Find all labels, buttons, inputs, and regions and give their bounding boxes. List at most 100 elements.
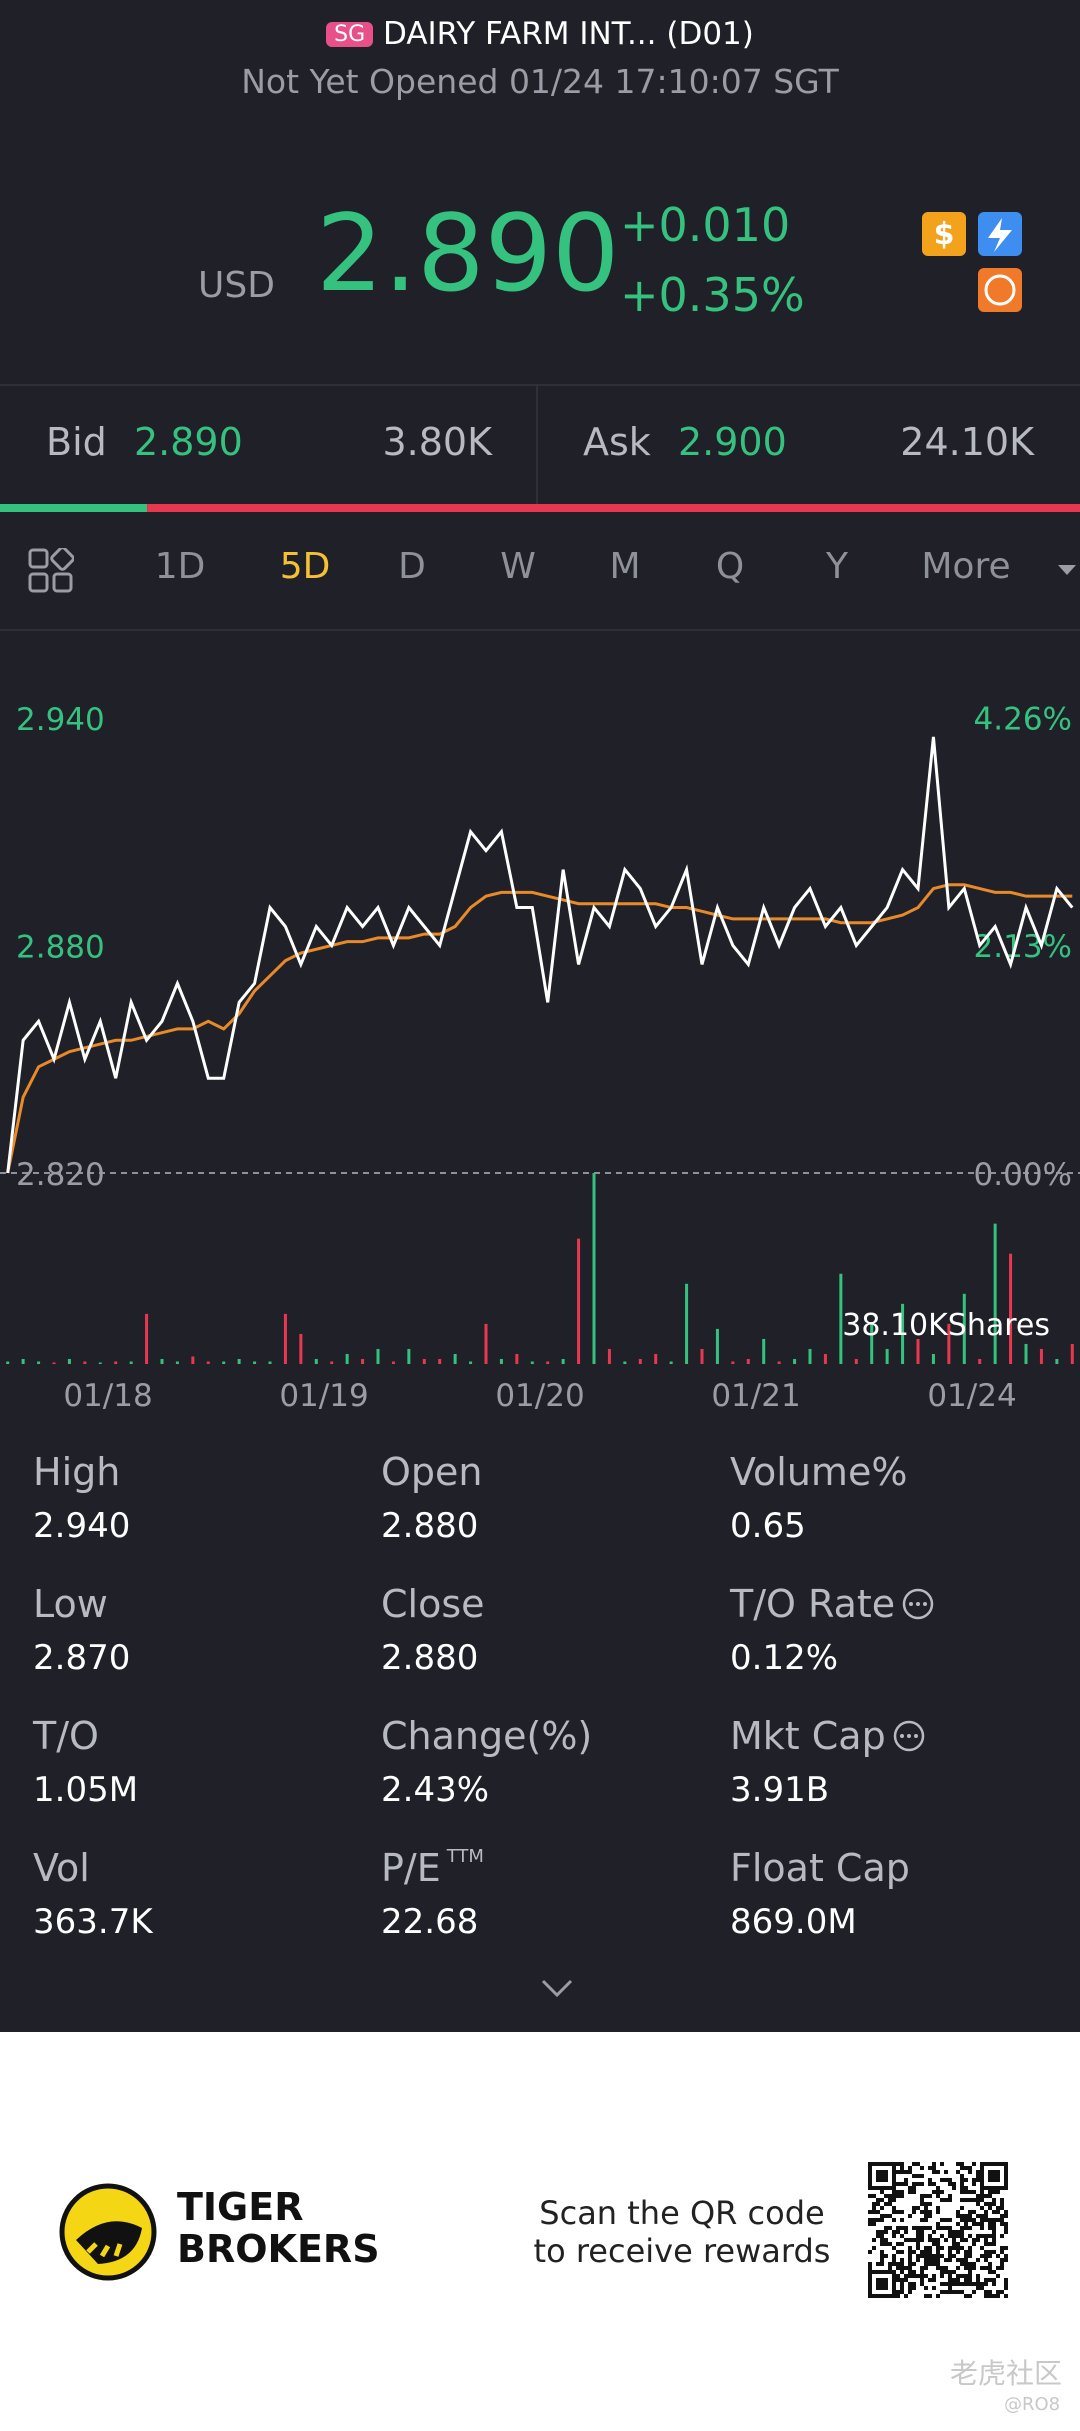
qr-module [928,2262,932,2266]
period-tab[interactable]: M [609,546,641,587]
volume-bar [561,1358,565,1364]
qr-module [968,2266,972,2270]
stat-value: 869.0M [730,1902,857,1942]
volume-bar [808,1348,812,1364]
expand-chevron[interactable] [540,1978,574,2000]
qr-module [964,2266,968,2270]
qr-module [1000,2214,1004,2218]
stat-value: 2.880 [381,1506,479,1546]
qr-module [992,2270,996,2274]
qr-module [980,2246,984,2250]
qr-module [932,2170,936,2174]
info-icon[interactable] [901,1587,935,1621]
period-tab[interactable]: More [921,546,1011,587]
qr-finder [876,2170,888,2182]
qr-module [964,2274,968,2278]
qr-module [896,2162,900,2166]
volume-bar [854,1358,858,1364]
period-tab[interactable]: Y [826,546,848,587]
volume-bar [469,1361,473,1364]
qr-module [956,2258,960,2262]
qr-module [876,2198,880,2202]
qr-module [940,2162,944,2166]
qr-module [992,2234,996,2238]
qr-module [992,2210,996,2214]
qr-module [956,2282,960,2286]
stat-value: 2.43% [381,1770,490,1810]
info-icon[interactable] [892,1719,926,1753]
qr-module [948,2198,952,2202]
qr-module [936,2226,940,2230]
period-tab[interactable]: D [398,546,426,587]
qr-module [888,2242,892,2246]
y-tick-label: 2.820 [16,1157,105,1193]
period-tab[interactable]: 5D [279,546,331,587]
stat-value: 2.940 [33,1506,131,1546]
qr-module [892,2258,896,2262]
stat-label: Open [381,1450,483,1494]
qr-module [976,2286,980,2290]
period-tab[interactable]: Q [715,546,745,587]
qr-module [924,2250,928,2254]
qr-module [1004,2286,1008,2290]
qr-module [936,2186,940,2190]
y-tick-label: 2.940 [16,702,105,738]
qr-module [980,2254,984,2258]
volume-bar [962,1293,966,1364]
stat-name: Vol [33,1846,90,1890]
qr-module [960,2166,964,2170]
qr-module [904,2182,908,2186]
qr-module [932,2166,936,2170]
qr-module [952,2182,956,2186]
qr-module [1000,2234,1004,2238]
stat-label: Low [33,1582,108,1626]
qr-module [940,2290,944,2294]
volume-bar [484,1323,488,1364]
qr-module [916,2206,920,2210]
stock-title[interactable]: DAIRY FARM INT... (D01) [383,16,754,52]
volume-bar [129,1361,133,1364]
qr-module [1004,2278,1008,2282]
qr-module [956,2214,960,2218]
qr-module [920,2274,924,2278]
stat-label: Vol [33,1846,90,1890]
info-circle [902,1588,934,1620]
stat-value: 363.7K [33,1902,153,1942]
qr-module [908,2166,912,2170]
period-tab[interactable]: W [500,546,536,587]
qr-module [892,2254,896,2258]
qr-module [928,2238,932,2242]
qr-module [896,2170,900,2174]
qr-module [952,2238,956,2242]
stat-name: Open [381,1450,483,1494]
qr-module [908,2170,912,2174]
qr-module [872,2222,876,2226]
qr-module [896,2242,900,2246]
period-tab[interactable]: 1D [154,546,206,587]
qr-module [908,2258,912,2262]
qr-module [968,2270,972,2274]
volume-bar [268,1361,272,1364]
qr-module [896,2266,900,2270]
qr-module [952,2186,956,2190]
qr-module [956,2170,960,2174]
volume-bar [715,1328,719,1364]
stat-value: 0.65 [730,1506,806,1546]
qr-module [900,2270,904,2274]
swap-icon[interactable] [978,268,1022,312]
dollar-icon[interactable] [922,212,966,256]
more-arrow[interactable] [1058,565,1076,577]
qr-module [964,2166,968,2170]
qr-module [960,2258,964,2262]
layout-icon[interactable] [28,548,74,594]
percent-change: +0.35% [620,268,805,322]
qr-module [968,2294,972,2298]
qr-module [916,2174,920,2178]
qr-module [968,2246,972,2250]
qr-module [964,2222,968,2226]
qr-module [968,2210,972,2214]
qr-code[interactable] [868,2162,1008,2298]
stat-label: Mkt Cap [730,1714,926,1758]
qr-module [936,2258,940,2262]
qr-module [932,2258,936,2262]
